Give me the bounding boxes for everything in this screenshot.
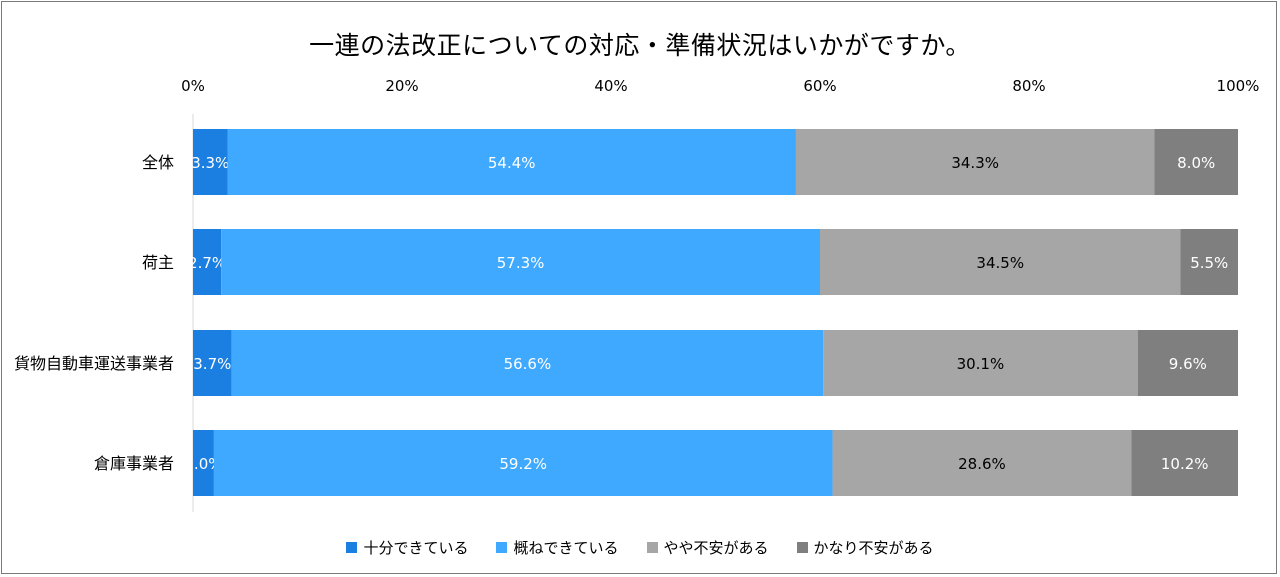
x-tick-label: 60%: [803, 77, 836, 95]
data-label: 34.5%: [976, 254, 1024, 272]
x-tick-label: 80%: [1012, 77, 1045, 95]
data-label: 3.3%: [191, 154, 229, 172]
data-label: 5.5%: [1190, 254, 1228, 272]
legend-item: かなり不安がある: [796, 537, 934, 558]
legend-swatch: [496, 542, 508, 553]
data-label: 30.1%: [957, 355, 1005, 373]
x-tick-label: 100%: [1217, 77, 1260, 95]
data-label: 28.6%: [958, 455, 1006, 473]
x-tick-label: 0%: [181, 77, 205, 95]
data-label: 54.4%: [488, 154, 536, 172]
bar-segment: [820, 229, 1181, 295]
x-tick-label: 20%: [385, 77, 418, 95]
bar-segment: [193, 229, 222, 295]
bar-segment: [221, 229, 821, 295]
bar-segment: [1131, 430, 1238, 496]
data-label: 2.7%: [188, 254, 226, 272]
data-label: 56.6%: [504, 355, 552, 373]
bar-segment: [832, 430, 1132, 496]
legend-swatch: [646, 542, 658, 553]
x-tick-label: 40%: [594, 77, 627, 95]
bar-segment: [193, 330, 232, 396]
bar-segment: [231, 330, 824, 396]
legend-label: かなり不安がある: [813, 539, 934, 557]
bar-segment: [227, 129, 796, 195]
data-label: 57.3%: [497, 254, 545, 272]
legend-swatch: [346, 542, 358, 553]
legend-item: 十分できている: [346, 537, 468, 558]
bar-segment: [193, 430, 214, 496]
data-label: 8.0%: [1177, 154, 1215, 172]
category-label: 荷主: [142, 253, 174, 272]
category-label: 倉庫事業者: [94, 454, 174, 473]
category-label: 貨物自動車運送事業者: [14, 354, 174, 373]
bar-segment: [1154, 129, 1238, 195]
data-label: 3.7%: [193, 355, 231, 373]
bar-segment: [795, 129, 1155, 195]
data-label: 2.0%: [184, 455, 222, 473]
legend-item: 概ねできている: [496, 537, 619, 558]
chart-title: 一連の法改正についての対応・準備状況はいかがですか。: [309, 31, 971, 60]
bar-segment: [213, 430, 833, 496]
bar-segment: [823, 330, 1138, 396]
data-label: 59.2%: [499, 455, 547, 473]
legend-label: やや不安がある: [663, 539, 769, 557]
legend-swatch: [796, 542, 808, 553]
data-label: 10.2%: [1161, 455, 1209, 473]
chart-legend: 十分できている 概ねできている やや不安がある かなり不安がある: [0, 537, 1280, 558]
data-label: 9.6%: [1169, 355, 1207, 373]
category-label: 全体: [142, 153, 174, 172]
bar-segment: [1180, 229, 1238, 295]
legend-label: 概ねできている: [513, 539, 619, 557]
legend-item: やや不安がある: [646, 537, 769, 558]
data-label: 34.3%: [951, 154, 999, 172]
bar-segment: [1137, 330, 1238, 396]
bar-segment: [193, 129, 228, 195]
legend-label: 十分できている: [363, 539, 469, 557]
